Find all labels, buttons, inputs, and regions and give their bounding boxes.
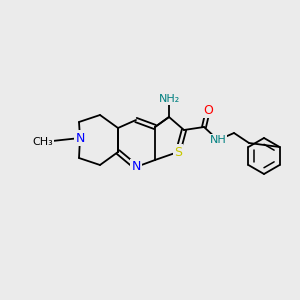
Text: S: S — [174, 146, 182, 158]
Text: N: N — [131, 160, 141, 173]
Text: methyl: methyl — [0, 299, 1, 300]
Text: N: N — [75, 131, 85, 145]
Text: methyl: methyl — [0, 299, 1, 300]
Text: NH₂: NH₂ — [158, 94, 180, 104]
Text: O: O — [203, 103, 213, 116]
Text: NH: NH — [210, 135, 226, 145]
Text: CH₃: CH₃ — [33, 137, 53, 147]
